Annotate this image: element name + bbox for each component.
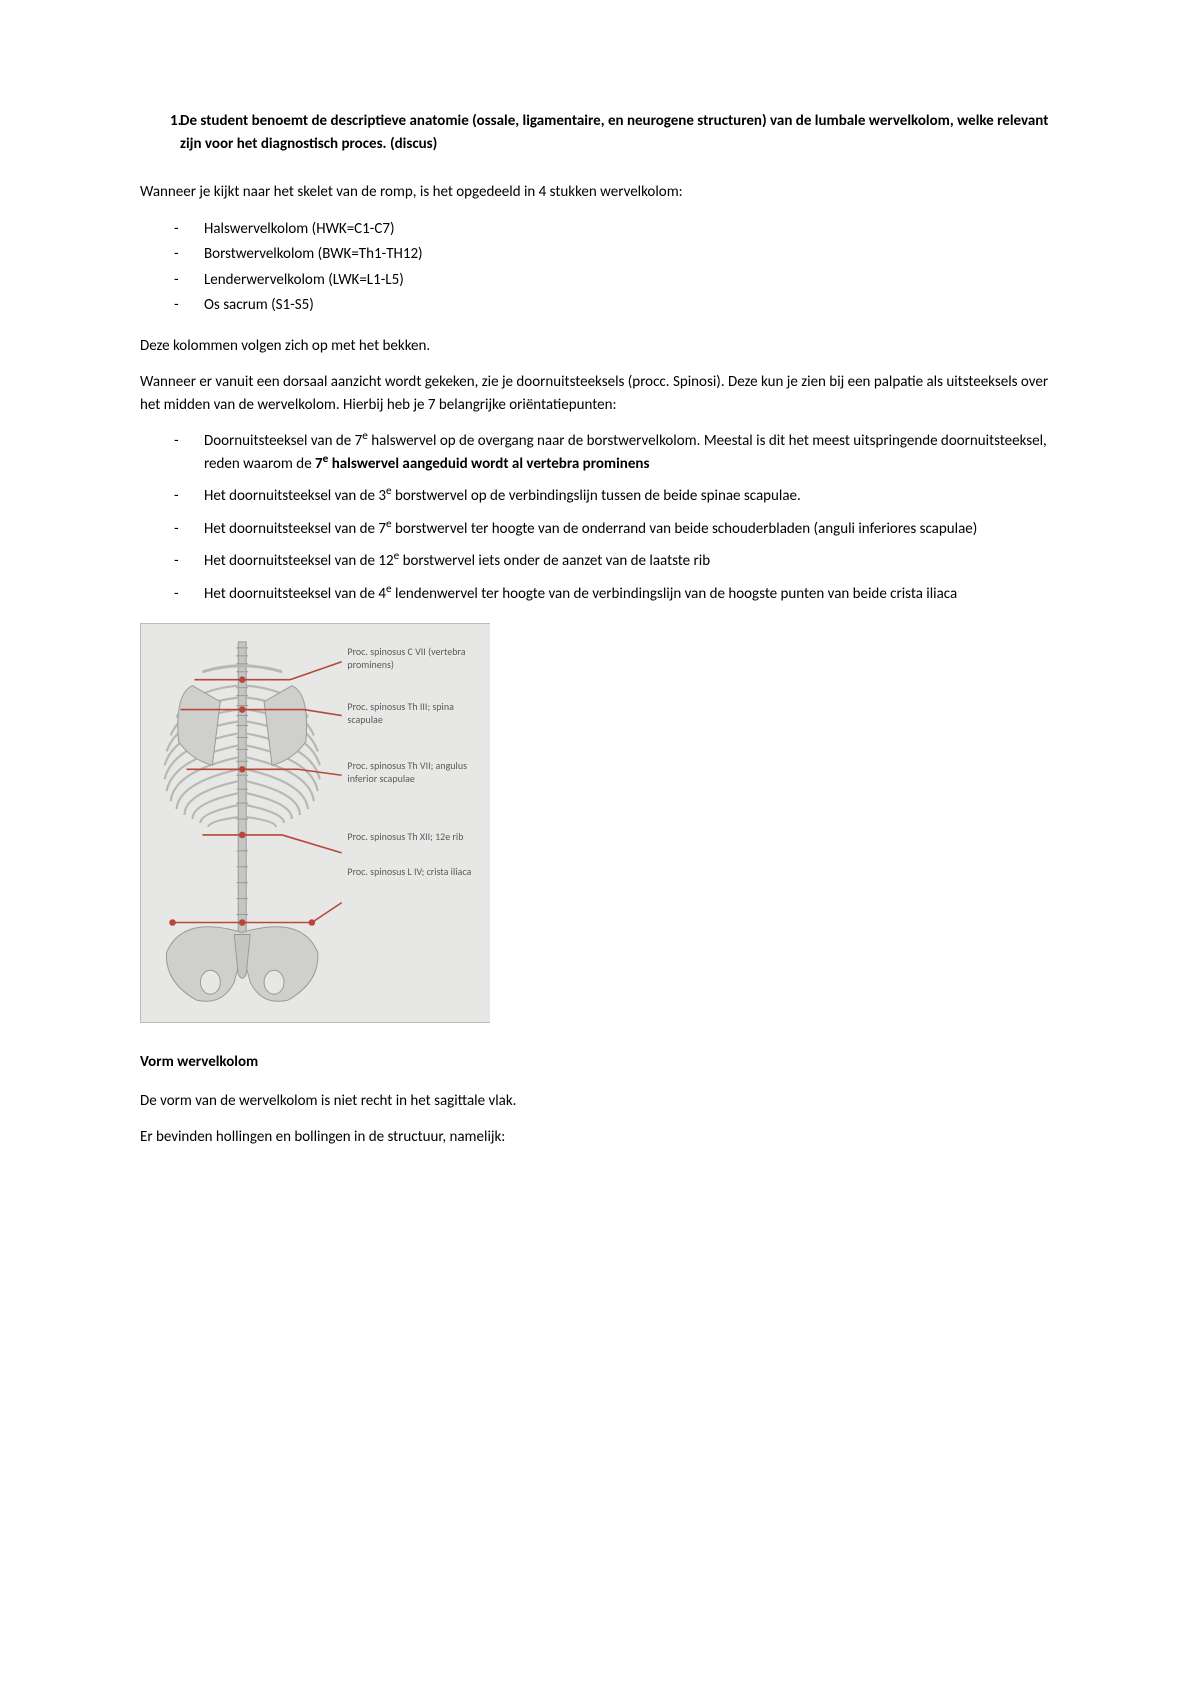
- skeleton-svg: [141, 624, 343, 1022]
- text: Het doornuitsteeksel van de 12: [204, 552, 394, 570]
- figure-labels: Proc. spinosus C VII (vertebra prominens…: [343, 624, 490, 1022]
- list-item: Os sacrum (S1-S5): [140, 294, 1060, 317]
- paragraph-intro: Wanneer je kijkt naar het skelet van de …: [140, 181, 1060, 204]
- list-item: Het doornuitsteeksel van de 12e borstwer…: [140, 550, 1060, 573]
- text-bold: halswervel aangeduid wordt al vertebra p…: [328, 455, 649, 473]
- text: Doornuitsteeksel van de 7: [204, 432, 362, 450]
- list-spine-sections: Halswervelkolom (HWK=C1-C7) Borstwervelk…: [140, 218, 1060, 317]
- list-item: Het doornuitsteeksel van de 4e lendenwer…: [140, 583, 1060, 606]
- heading-text: De student benoemt de descriptieve anato…: [170, 110, 1060, 155]
- paragraph-followup: Deze kolommen volgen zich op met het bek…: [140, 335, 1060, 358]
- list-item: Het doornuitsteeksel van de 7e borstwerv…: [140, 518, 1060, 541]
- figure-label: Proc. spinosus Th VII; angulus inferior …: [347, 760, 484, 785]
- text: Het doornuitsteeksel van de 7: [204, 520, 386, 538]
- text: Het doornuitsteeksel van de 3: [204, 487, 386, 505]
- text: Het doornuitsteeksel van de 4: [204, 585, 386, 603]
- subheading-vorm: Vorm wervelkolom: [140, 1051, 1060, 1074]
- paragraph-vorm-1: De vorm van de wervelkolom is niet recht…: [140, 1090, 1060, 1113]
- figure-label: Proc. spinosus Th III; spina scapulae: [347, 701, 484, 726]
- heading-number: 1.: [140, 110, 170, 133]
- text: borstwervel ter hoogte van de onderrand …: [392, 520, 978, 538]
- list-item: Halswervelkolom (HWK=C1-C7): [140, 218, 1060, 241]
- text: lendenwervel ter hoogte van de verbindin…: [392, 585, 958, 603]
- list-item: Doornuitsteeksel van de 7e halswervel op…: [140, 430, 1060, 475]
- main-heading: 1. De student benoemt de descriptieve an…: [140, 110, 1060, 155]
- text: borstwervel iets onder de aanzet van de …: [399, 552, 710, 570]
- text-bold: 7: [315, 455, 323, 473]
- paragraph-dorsal: Wanneer er vanuit een dorsaal aanzicht w…: [140, 371, 1060, 416]
- list-orientation-points: Doornuitsteeksel van de 7e halswervel op…: [140, 430, 1060, 605]
- list-item: Lenderwervelkolom (LWK=L1-L5): [140, 269, 1060, 292]
- figure-label: Proc. spinosus C VII (vertebra prominens…: [347, 646, 484, 671]
- spine-anatomy-figure: Proc. spinosus C VII (vertebra prominens…: [140, 623, 490, 1023]
- list-item: Borstwervelkolom (BWK=Th1-TH12): [140, 243, 1060, 266]
- figure-label: Proc. spinosus Th XII; 12e rib: [347, 831, 484, 844]
- figure-label: Proc. spinosus L IV; crista iliaca: [347, 866, 484, 879]
- paragraph-vorm-2: Er bevinden hollingen en bollingen in de…: [140, 1126, 1060, 1149]
- text: borstwervel op de verbindingslijn tussen…: [392, 487, 801, 505]
- skeleton-illustration: [141, 624, 343, 1022]
- list-item: Het doornuitsteeksel van de 3e borstwerv…: [140, 485, 1060, 508]
